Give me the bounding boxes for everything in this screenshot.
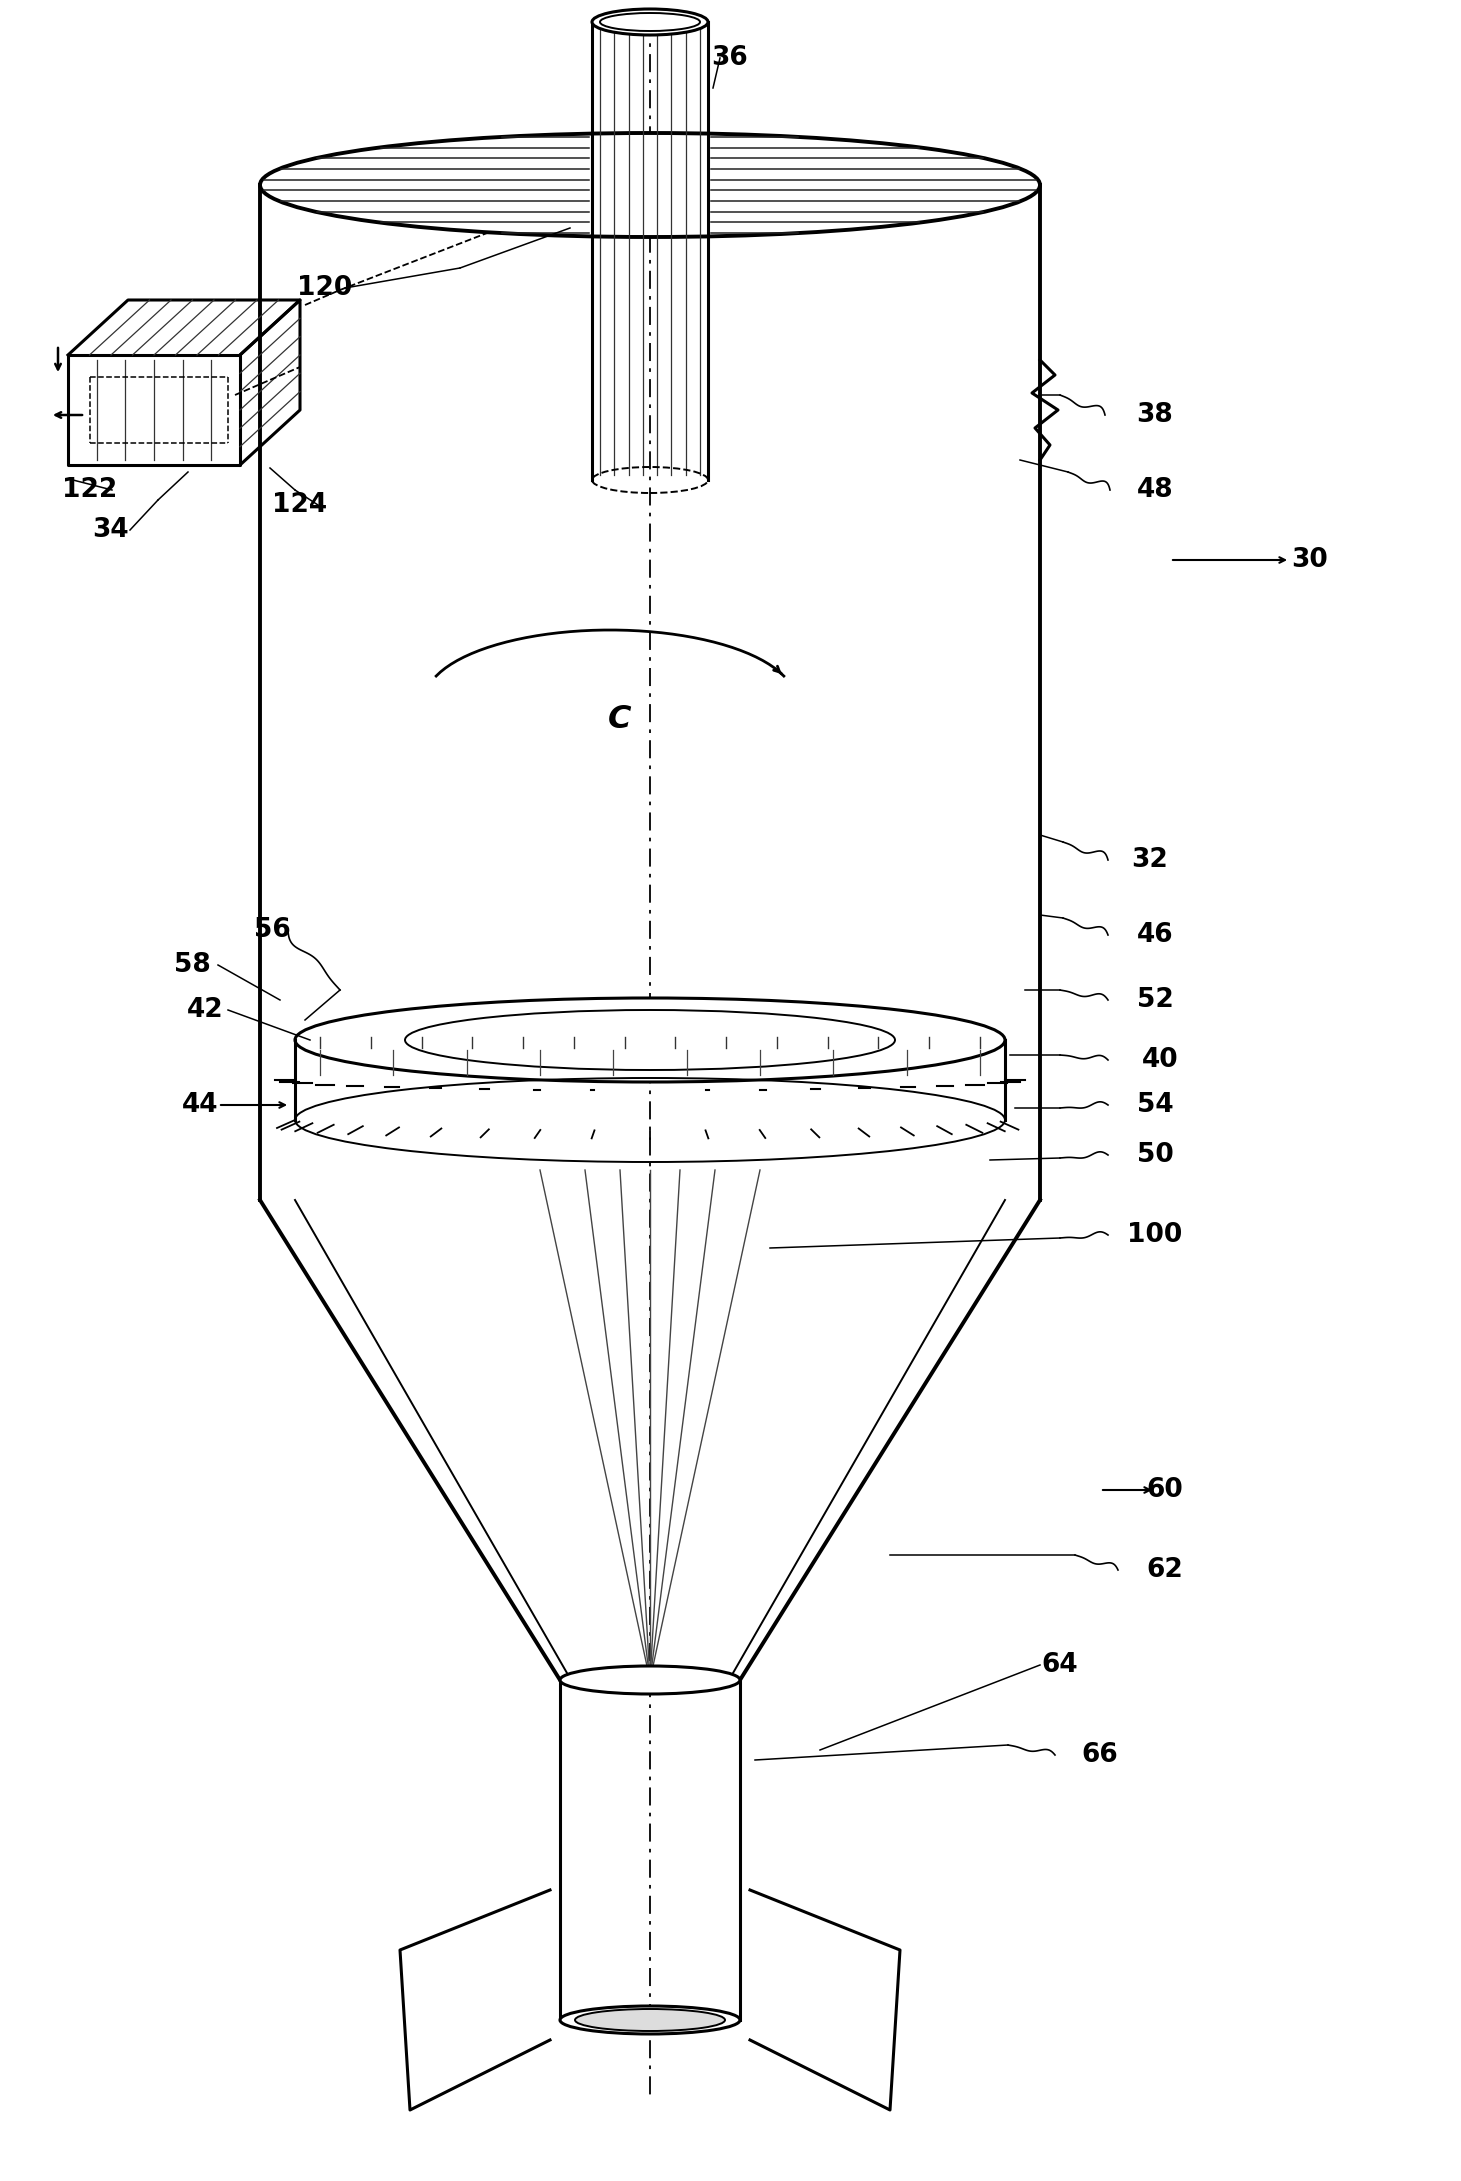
Text: 64: 64 bbox=[1042, 1651, 1078, 1677]
Text: 40: 40 bbox=[1141, 1047, 1179, 1073]
Text: 30: 30 bbox=[1292, 547, 1328, 574]
Text: 36: 36 bbox=[712, 46, 748, 72]
Ellipse shape bbox=[576, 2009, 725, 2031]
Text: 54: 54 bbox=[1137, 1093, 1173, 1119]
Text: 50: 50 bbox=[1137, 1143, 1173, 1169]
Ellipse shape bbox=[560, 1666, 741, 1695]
Text: 122: 122 bbox=[63, 478, 118, 504]
Text: 60: 60 bbox=[1147, 1477, 1183, 1503]
Text: 120: 120 bbox=[298, 275, 352, 301]
Text: 56: 56 bbox=[254, 916, 291, 942]
Text: 48: 48 bbox=[1137, 478, 1173, 504]
Text: 46: 46 bbox=[1137, 923, 1173, 949]
Ellipse shape bbox=[295, 999, 1005, 1082]
Text: 38: 38 bbox=[1137, 401, 1173, 427]
Text: 66: 66 bbox=[1081, 1743, 1118, 1769]
Text: 58: 58 bbox=[174, 951, 210, 977]
Text: 42: 42 bbox=[187, 997, 224, 1023]
Text: C: C bbox=[608, 704, 631, 735]
Ellipse shape bbox=[560, 2007, 741, 2035]
Text: 62: 62 bbox=[1147, 1557, 1183, 1583]
Text: 32: 32 bbox=[1132, 846, 1169, 872]
Text: 34: 34 bbox=[92, 517, 129, 543]
Text: 44: 44 bbox=[181, 1093, 218, 1119]
Ellipse shape bbox=[260, 133, 1040, 238]
Ellipse shape bbox=[592, 9, 709, 35]
Text: 52: 52 bbox=[1137, 988, 1173, 1012]
Text: 124: 124 bbox=[272, 493, 327, 519]
Text: 100: 100 bbox=[1128, 1221, 1182, 1248]
